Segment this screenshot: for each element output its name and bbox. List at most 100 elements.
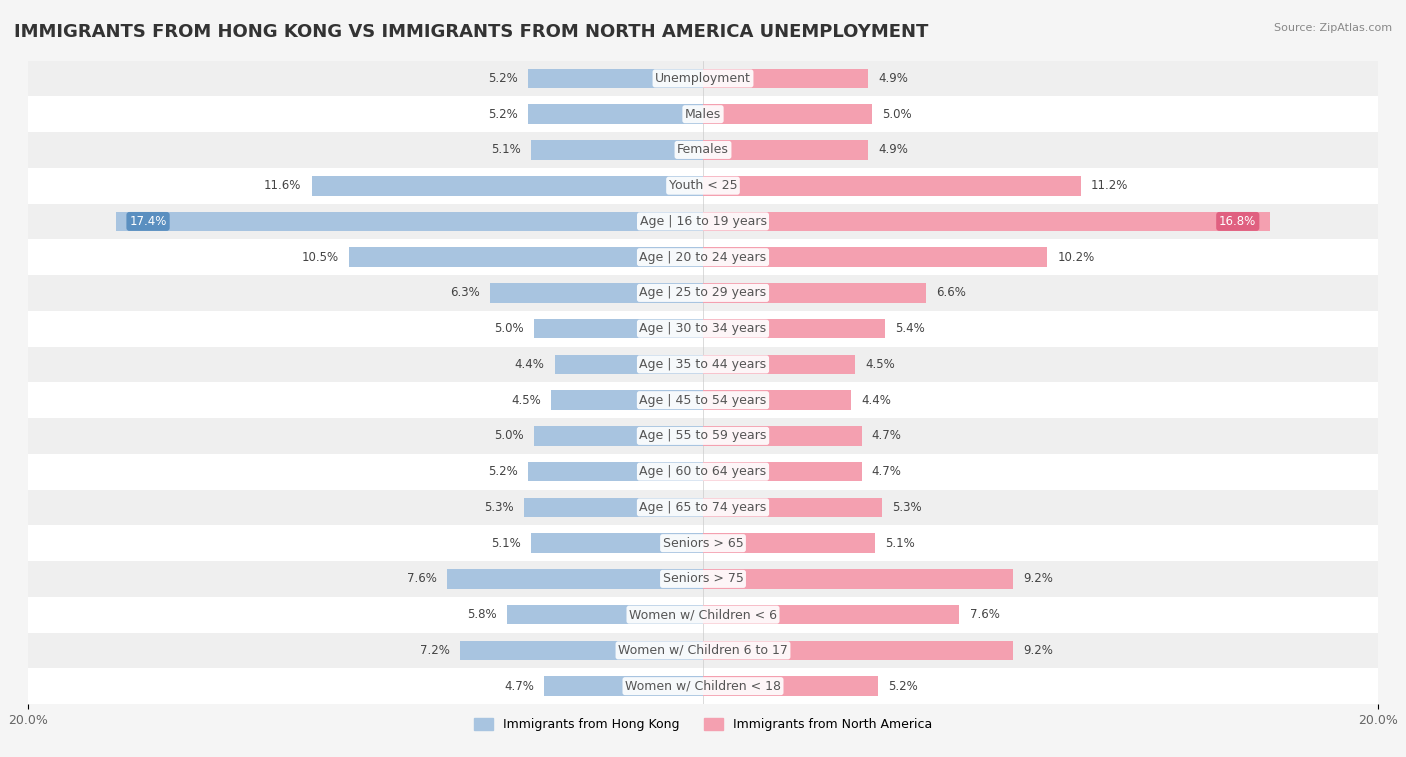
Bar (703, 354, 855, 374)
Text: 4.9%: 4.9% (879, 143, 908, 157)
Bar (703, 248, 1047, 267)
Bar (527, 104, 703, 124)
Text: Age | 55 to 59 years: Age | 55 to 59 years (640, 429, 766, 442)
Text: 17.4%: 17.4% (129, 215, 167, 228)
Bar (28, 668, 1378, 704)
Text: 5.4%: 5.4% (896, 322, 925, 335)
Text: 11.6%: 11.6% (264, 179, 301, 192)
Bar (703, 462, 862, 481)
Text: 16.8%: 16.8% (1219, 215, 1257, 228)
Bar (551, 391, 703, 410)
Bar (28, 61, 1378, 96)
Text: Women w/ Children < 6: Women w/ Children < 6 (628, 608, 778, 621)
Text: 5.1%: 5.1% (491, 537, 520, 550)
Text: Youth < 25: Youth < 25 (669, 179, 737, 192)
Bar (28, 453, 1378, 490)
Text: Women w/ Children < 18: Women w/ Children < 18 (626, 680, 780, 693)
Text: 5.2%: 5.2% (889, 680, 918, 693)
Bar (28, 633, 1378, 668)
Text: 9.2%: 9.2% (1024, 572, 1053, 585)
Text: 5.2%: 5.2% (488, 465, 517, 478)
Bar (508, 605, 703, 625)
Text: 4.9%: 4.9% (879, 72, 908, 85)
Text: 5.1%: 5.1% (886, 537, 915, 550)
Text: 4.5%: 4.5% (512, 394, 541, 407)
Bar (28, 239, 1378, 275)
Bar (703, 140, 869, 160)
Text: Females: Females (678, 143, 728, 157)
Text: 11.2%: 11.2% (1091, 179, 1129, 192)
Text: 7.6%: 7.6% (406, 572, 436, 585)
Text: 4.4%: 4.4% (515, 358, 544, 371)
Text: Seniors > 65: Seniors > 65 (662, 537, 744, 550)
Bar (703, 69, 869, 89)
Bar (447, 569, 703, 589)
Text: 10.2%: 10.2% (1057, 251, 1094, 263)
Text: Age | 20 to 24 years: Age | 20 to 24 years (640, 251, 766, 263)
Bar (28, 347, 1378, 382)
Bar (703, 676, 879, 696)
Bar (115, 212, 703, 231)
Text: 7.6%: 7.6% (970, 608, 1000, 621)
Bar (28, 132, 1378, 168)
Bar (703, 605, 959, 625)
Text: Age | 25 to 29 years: Age | 25 to 29 years (640, 286, 766, 300)
Text: 9.2%: 9.2% (1024, 644, 1053, 657)
Text: Seniors > 75: Seniors > 75 (662, 572, 744, 585)
Bar (312, 176, 703, 195)
Legend: Immigrants from Hong Kong, Immigrants from North America: Immigrants from Hong Kong, Immigrants fr… (468, 713, 938, 737)
Bar (703, 391, 852, 410)
Bar (28, 275, 1378, 311)
Text: 4.7%: 4.7% (872, 465, 901, 478)
Bar (703, 176, 1081, 195)
Bar (534, 426, 703, 446)
Bar (703, 497, 882, 517)
Bar (703, 212, 1270, 231)
Text: Age | 65 to 74 years: Age | 65 to 74 years (640, 501, 766, 514)
Bar (534, 319, 703, 338)
Text: Age | 30 to 34 years: Age | 30 to 34 years (640, 322, 766, 335)
Bar (28, 490, 1378, 525)
Text: Age | 45 to 54 years: Age | 45 to 54 years (640, 394, 766, 407)
Text: Males: Males (685, 107, 721, 120)
Text: 5.8%: 5.8% (468, 608, 498, 621)
Bar (703, 640, 1014, 660)
Bar (531, 534, 703, 553)
Bar (703, 534, 875, 553)
Text: 4.4%: 4.4% (862, 394, 891, 407)
Text: 5.0%: 5.0% (495, 429, 524, 442)
Bar (28, 96, 1378, 132)
Text: 5.0%: 5.0% (882, 107, 911, 120)
Text: 4.7%: 4.7% (872, 429, 901, 442)
Bar (527, 69, 703, 89)
Bar (460, 640, 703, 660)
Text: 5.2%: 5.2% (488, 107, 517, 120)
Bar (28, 597, 1378, 633)
Text: Source: ZipAtlas.com: Source: ZipAtlas.com (1274, 23, 1392, 33)
Text: 5.2%: 5.2% (488, 72, 517, 85)
Bar (703, 283, 925, 303)
Bar (524, 497, 703, 517)
Bar (349, 248, 703, 267)
Bar (28, 418, 1378, 453)
Bar (703, 104, 872, 124)
Bar (28, 561, 1378, 597)
Text: 4.7%: 4.7% (505, 680, 534, 693)
Text: Age | 60 to 64 years: Age | 60 to 64 years (640, 465, 766, 478)
Text: 5.3%: 5.3% (891, 501, 921, 514)
Bar (28, 382, 1378, 418)
Bar (28, 168, 1378, 204)
Bar (28, 204, 1378, 239)
Text: Age | 16 to 19 years: Age | 16 to 19 years (640, 215, 766, 228)
Bar (28, 525, 1378, 561)
Bar (531, 140, 703, 160)
Text: Women w/ Children 6 to 17: Women w/ Children 6 to 17 (619, 644, 787, 657)
Bar (703, 426, 862, 446)
Text: Unemployment: Unemployment (655, 72, 751, 85)
Bar (554, 354, 703, 374)
Text: 5.3%: 5.3% (485, 501, 515, 514)
Bar (703, 319, 886, 338)
Text: 7.2%: 7.2% (420, 644, 450, 657)
Text: 10.5%: 10.5% (301, 251, 339, 263)
Text: 6.6%: 6.6% (936, 286, 966, 300)
